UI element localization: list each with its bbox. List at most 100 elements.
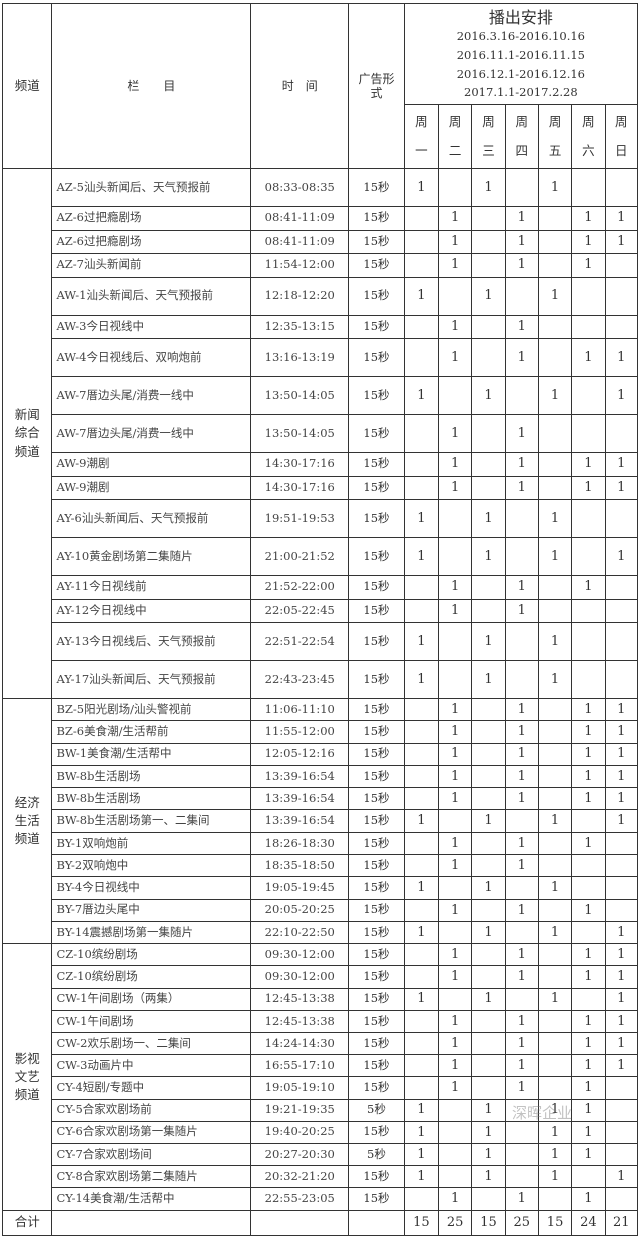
- program-cell: CY-14美食潮/生活帮中: [51, 1187, 252, 1211]
- day-cell: [403, 1032, 440, 1056]
- day-cell: 1: [504, 720, 539, 744]
- table-row: CW-2欢乐剧场一、二集间 14:24-14:30 15秒 1 1 1 1: [3, 1032, 639, 1056]
- table-row: BZ-6美食潮/生活帮前 11:55-12:00 15秒 1 1 1 1: [3, 720, 639, 744]
- day-cell: [571, 876, 606, 900]
- day-cell: 1: [604, 206, 639, 231]
- program-cell: CY-5合家欢剧场前: [51, 1098, 252, 1122]
- day-cell: [571, 622, 606, 661]
- day-cell: 1: [504, 1054, 539, 1078]
- ad-format-cell: 15秒: [348, 338, 405, 377]
- day-cell: 1: [604, 764, 639, 789]
- time-cell: 12:45-13:38: [250, 1009, 350, 1034]
- day-cell: 1: [504, 1187, 539, 1211]
- day-cell: 1: [438, 1187, 473, 1211]
- program-cell: BZ-5阳光剧场/汕头警视前: [51, 697, 252, 722]
- time-cell: 14:30-17:16: [250, 475, 350, 500]
- ad-format-cell: 15秒: [348, 809, 405, 833]
- ad-format-cell: 15秒: [348, 898, 405, 922]
- day-cell: [504, 809, 539, 833]
- day-cell: [403, 720, 440, 744]
- table-row: CY-4短剧/专题中 19:05-19:10 15秒 1 1 1: [3, 1076, 639, 1100]
- day-cell: [537, 898, 573, 922]
- time-cell: 21:52-22:00: [250, 575, 350, 600]
- day-cell: [438, 809, 473, 833]
- time-cell: 11:06-11:10: [250, 697, 350, 722]
- day-cell: [537, 452, 573, 477]
- day-cell: [571, 499, 606, 538]
- day-cell: [604, 253, 639, 278]
- ad-format-cell: 15秒: [348, 575, 405, 600]
- time-cell: 19:51-19:53: [250, 499, 350, 538]
- channel-cell: 影视文艺频道: [1, 943, 53, 1211]
- day-cell: [571, 376, 606, 415]
- day-cell: [403, 598, 440, 623]
- day-cell: 1: [571, 475, 606, 500]
- time-cell: 22:43-23:45: [250, 660, 350, 699]
- time-cell: 20:32-21:20: [250, 1165, 350, 1189]
- day-cell: [403, 314, 440, 339]
- program-cell: BW-8b生活剧场: [51, 787, 252, 811]
- ad-format-cell: 15秒: [348, 1187, 405, 1211]
- table-row: BY-14震撼剧场第一集随片 22:10-22:50 15秒 1 1 1 1: [3, 920, 639, 945]
- total-row: 合计 15 25 15 25 15 24 21: [1, 1209, 639, 1236]
- day-cell: [438, 1142, 473, 1167]
- table-row: BY-1双响炮前 18:26-18:30 15秒 1 1 1: [3, 831, 639, 856]
- day-cell: 1: [604, 376, 639, 415]
- day-cell: [403, 787, 440, 811]
- day-cell: 1: [504, 697, 539, 722]
- day-cell: [403, 338, 440, 377]
- table-row: BY-2双响炮中 18:35-18:50 15秒 1 1: [3, 854, 639, 878]
- day-cell: 1: [403, 622, 440, 661]
- day-cell: 1: [604, 787, 639, 811]
- ad-format-cell: 15秒: [348, 253, 405, 278]
- day-cell: 1: [571, 338, 606, 377]
- day-cell: [471, 1032, 506, 1056]
- empty-cell: [348, 1209, 405, 1236]
- ad-format-cell: 15秒: [348, 943, 405, 967]
- time-cell: 11:54-12:00: [250, 253, 350, 278]
- weekday-prefix: 周: [515, 113, 529, 129]
- day-cell: 1: [471, 1098, 506, 1122]
- weekday-row: 周一周二周三周四周五周六周日: [3, 104, 639, 169]
- table-row: CY-6合家欢剧场第一集随片 19:40-20:25 15秒 1 1 1 1: [3, 1120, 639, 1144]
- time-cell: 14:24-14:30: [250, 1032, 350, 1056]
- day-cell: 1: [403, 809, 440, 833]
- weekday-header: 周六: [571, 104, 606, 169]
- day-cell: 1: [571, 1187, 606, 1211]
- day-cell: 1: [604, 1165, 639, 1189]
- time-cell: 12:18-12:20: [250, 276, 350, 316]
- day-cell: [471, 338, 506, 377]
- day-cell: [604, 660, 639, 699]
- day-cell: [571, 276, 606, 316]
- day-cell: [537, 338, 573, 377]
- day-cell: [438, 987, 473, 1011]
- day-cell: 1: [403, 168, 440, 207]
- day-cell: 1: [403, 920, 440, 945]
- day-cell: 1: [504, 314, 539, 339]
- day-cell: [604, 876, 639, 900]
- day-cell: 1: [438, 742, 473, 766]
- day-cell: [403, 452, 440, 477]
- day-cell: 1: [604, 537, 639, 576]
- day-cell: 1: [537, 1165, 573, 1189]
- time-cell: 22:55-23:05: [250, 1187, 350, 1211]
- day-cell: 1: [438, 338, 473, 377]
- day-cell: [571, 168, 606, 207]
- program-cell: AZ-6过把瘾剧场: [51, 229, 252, 254]
- program-cell: CZ-10缤纷剧场: [51, 943, 252, 967]
- time-cell: 19:05-19:10: [250, 1076, 350, 1100]
- time-cell: 13:39-16:54: [250, 787, 350, 811]
- watermark: 深晖企业: [512, 1104, 573, 1122]
- day-cell: [537, 1187, 573, 1211]
- time-cell: 13:50-14:05: [250, 414, 350, 453]
- header-channel: 频道: [1, 3, 53, 169]
- time-cell: 08:41-11:09: [250, 206, 350, 231]
- day-cell: [471, 452, 506, 477]
- time-cell: 21:00-21:52: [250, 537, 350, 576]
- day-cell: [604, 499, 639, 538]
- day-cell: [403, 206, 440, 231]
- program-cell: AY-12今日视线中: [51, 598, 252, 623]
- day-cell: [403, 1076, 440, 1100]
- program-cell: AW-7厝边头尾/消费一线中: [51, 414, 252, 453]
- day-cell: [571, 414, 606, 453]
